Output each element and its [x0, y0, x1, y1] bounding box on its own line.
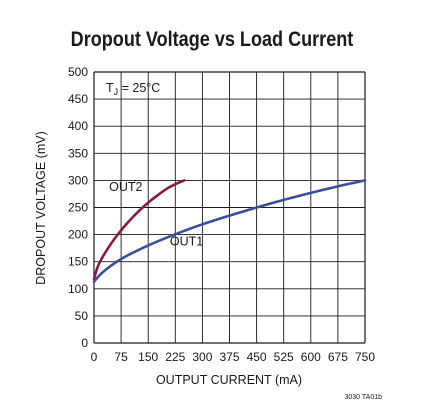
y-tick-label: 500	[68, 65, 88, 79]
y-tick-label: 300	[68, 173, 88, 187]
x-tick-label: 450	[247, 350, 267, 364]
y-tick-label: 150	[68, 255, 88, 269]
series-line-out1	[92, 179, 367, 284]
x-tick-label: 600	[301, 350, 321, 364]
svg-text:TJ = 25°C: TJ = 25°C	[106, 81, 160, 97]
x-tick-label: 75	[114, 350, 128, 364]
x-tick-label: 225	[165, 350, 185, 364]
y-tick-label: 200	[68, 228, 88, 242]
grid	[93, 71, 366, 344]
x-tick-label: 750	[355, 350, 375, 364]
series-line-out2	[92, 179, 186, 281]
y-tick-label: 450	[68, 92, 88, 106]
x-tick-label: 150	[138, 350, 158, 364]
series-lines	[92, 179, 367, 284]
y-axis-title: DROPOUT VOLTAGE (mV)	[34, 131, 48, 285]
series-label-out1: OUT1	[170, 234, 203, 248]
y-tick-label: 0	[81, 336, 88, 350]
condition-suffix: = 25°C	[118, 81, 160, 95]
y-tick-label: 50	[75, 309, 89, 323]
tick-labels: 0 75 150 225 300 375 450 525 600 675 750 0 50 100 150 2…	[68, 65, 375, 364]
x-tick-label: 375	[219, 350, 239, 364]
y-tick-label: 250	[68, 201, 88, 215]
x-tick-label: 0	[91, 350, 98, 364]
series-labels: OUT2 OUT1	[109, 180, 203, 248]
x-tick-label: 675	[328, 350, 348, 364]
figure-code: 3030 TA01b	[345, 394, 383, 401]
y-tick-label: 350	[68, 146, 88, 160]
condition-subscript: J	[114, 87, 119, 97]
x-tick-label: 300	[192, 350, 212, 364]
series-label-out2: OUT2	[109, 180, 142, 194]
chart-title: Dropout Voltage vs Load Current	[70, 28, 354, 51]
x-axis-title: OUTPUT CURRENT (mA)	[156, 373, 302, 387]
condition-label: TJ = 25°C	[106, 81, 160, 97]
x-tick-label: 525	[274, 350, 294, 364]
y-tick-label: 400	[68, 119, 88, 133]
y-tick-label: 100	[68, 282, 88, 296]
condition-prefix: T	[106, 81, 114, 95]
